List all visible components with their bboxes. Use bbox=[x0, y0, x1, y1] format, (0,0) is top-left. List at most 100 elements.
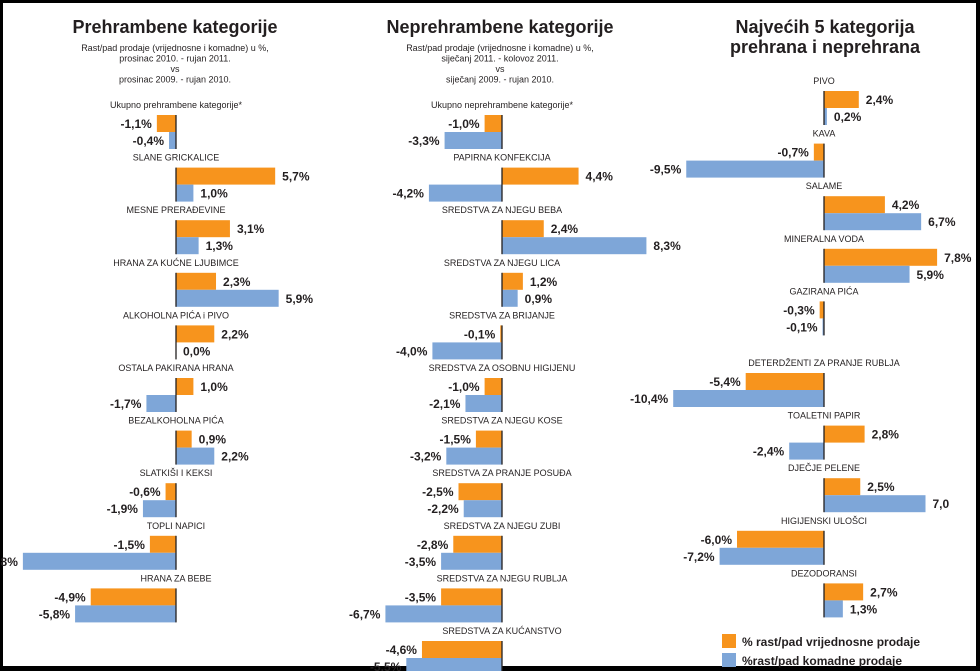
volume-bar bbox=[444, 132, 502, 149]
category-label: HIGIJENSKI ULOŠCI bbox=[781, 516, 867, 526]
value-bar bbox=[458, 483, 502, 501]
volume-bar bbox=[789, 442, 824, 460]
data-label: -0,6% bbox=[129, 485, 161, 499]
chart-subtitle-line: Rast/pad prodaje (vrijednosne i komadne)… bbox=[406, 43, 594, 53]
volume-bar bbox=[406, 658, 502, 671]
volume-bar bbox=[686, 160, 824, 178]
value-bar bbox=[824, 478, 861, 496]
data-label: 5,9% bbox=[286, 292, 314, 306]
category-label: HRANA ZA KUĆNE LJUBIMCE bbox=[113, 258, 239, 268]
value-bar bbox=[502, 272, 523, 290]
data-label: -1,0% bbox=[448, 380, 480, 394]
volume-bar bbox=[824, 495, 926, 513]
value-bar bbox=[484, 115, 502, 132]
value-bar bbox=[176, 430, 192, 448]
category-label: SALAME bbox=[806, 181, 843, 191]
data-label: -2,8% bbox=[417, 538, 449, 552]
frame-top-border bbox=[0, 0, 980, 3]
value-bar bbox=[824, 196, 885, 214]
data-label: -3,3% bbox=[408, 134, 440, 148]
data-label: 2,7% bbox=[870, 585, 898, 599]
value-bar bbox=[421, 641, 502, 658]
chart-subtitle-line: vs bbox=[171, 64, 181, 74]
category-label: SREDSTVA ZA KUĆANSTVO bbox=[442, 626, 561, 636]
category-label: TOALETNI PAPIR bbox=[788, 411, 861, 421]
data-label: -5,4% bbox=[709, 375, 741, 389]
data-label: 0,9% bbox=[199, 433, 227, 447]
data-label: -5,8% bbox=[39, 607, 71, 621]
value-bar bbox=[453, 535, 502, 553]
data-label: 2,5% bbox=[867, 480, 895, 494]
data-label: 1,2% bbox=[530, 275, 558, 289]
value-bar bbox=[502, 167, 579, 185]
chart-panel-2: Neprehrambene kategorije Rast/pad prodaje… bbox=[349, 17, 681, 671]
data-label: -0,4% bbox=[133, 134, 165, 148]
value-bar bbox=[176, 167, 276, 185]
data-label: 5,9% bbox=[917, 268, 945, 282]
data-label: 7,0 bbox=[933, 497, 950, 511]
data-label: -2,1% bbox=[429, 397, 461, 411]
volume-bar bbox=[824, 108, 827, 125]
data-label: -1,9% bbox=[107, 502, 139, 516]
data-label: 0,0% bbox=[183, 344, 211, 358]
data-label: -8,8% bbox=[0, 555, 18, 569]
data-label: 0,2% bbox=[834, 110, 862, 124]
category-label: DJEČJE PELENE bbox=[788, 463, 860, 473]
volume-bar bbox=[502, 237, 647, 255]
category-label: PAPIRNA KONFEKCIJA bbox=[453, 153, 550, 163]
value-bar bbox=[745, 373, 824, 390]
category-label: SLATKIŠI I KEKSI bbox=[140, 468, 213, 478]
data-label: -2,5% bbox=[422, 485, 454, 499]
data-label: -10,4% bbox=[630, 392, 668, 406]
volume-bar bbox=[142, 500, 176, 518]
data-label: -4,9% bbox=[54, 590, 86, 604]
chart-panel-1: Prehrambene kategorije Rast/pad prodaje (… bbox=[0, 17, 314, 623]
category-label: SREDSTVA ZA NJEGU ZUBI bbox=[444, 521, 561, 531]
category-label: KAVA bbox=[813, 129, 836, 139]
volume-bar bbox=[176, 237, 199, 255]
chart-subtitle-line: prosinac 2009. - rujan 2010. bbox=[119, 75, 231, 85]
volume-bar bbox=[176, 447, 215, 465]
value-bar bbox=[149, 535, 176, 553]
data-label: 2,8% bbox=[872, 428, 900, 442]
data-label: -9,5% bbox=[650, 163, 682, 177]
data-label: -2,4% bbox=[753, 445, 785, 459]
data-label: 3,1% bbox=[237, 222, 265, 236]
volume-bar bbox=[446, 447, 502, 465]
value-bar bbox=[813, 143, 824, 161]
category-label: MINERALNA VODA bbox=[784, 234, 864, 244]
volume-bar bbox=[673, 390, 824, 407]
chart-subtitle-line: siječanj 2009. - rujan 2010. bbox=[446, 75, 554, 85]
category-label: OSTALA PAKIRANA HRANA bbox=[118, 363, 233, 373]
volume-bar bbox=[176, 184, 194, 202]
data-label: 2,3% bbox=[223, 275, 251, 289]
data-label: 2,4% bbox=[866, 93, 894, 107]
category-label: SLANE GRICKALICE bbox=[133, 153, 220, 163]
data-label: -3,5% bbox=[405, 555, 437, 569]
legend-swatch-volume bbox=[722, 653, 736, 667]
data-label: 0,9% bbox=[525, 292, 553, 306]
volume-bar bbox=[824, 600, 843, 618]
data-label: -7,2% bbox=[683, 550, 715, 564]
volume-bar bbox=[824, 265, 910, 283]
category-label: SREDSTVA ZA NJEGU LICA bbox=[444, 258, 560, 268]
category-label: SREDSTVA ZA PRANJE POSUĐA bbox=[432, 468, 571, 478]
value-bar bbox=[90, 588, 176, 606]
volume-bar bbox=[502, 289, 518, 307]
frame-left-border bbox=[0, 0, 3, 671]
volume-bar bbox=[146, 395, 176, 412]
data-label: 4,4% bbox=[586, 170, 614, 184]
data-label: -0,1% bbox=[786, 320, 818, 334]
volume-bar bbox=[385, 605, 502, 623]
chart-title-line: Najvećih 5 kategorija bbox=[735, 17, 915, 37]
data-label: -6,7% bbox=[349, 607, 381, 621]
value-bar bbox=[824, 425, 865, 443]
value-bar bbox=[165, 483, 176, 501]
volume-bar bbox=[428, 184, 502, 202]
chart-title-line: prehrana i neprehrana bbox=[730, 37, 921, 57]
data-label: -0,7% bbox=[777, 146, 809, 160]
value-bar bbox=[156, 115, 176, 132]
data-label: 7,8% bbox=[944, 251, 972, 265]
volume-bar bbox=[465, 395, 502, 412]
data-label: -1,5% bbox=[440, 433, 472, 447]
